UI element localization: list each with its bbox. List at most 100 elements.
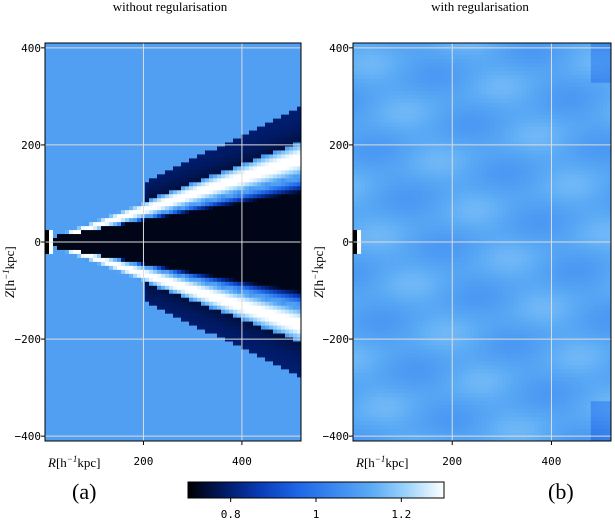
heatmap-cell	[121, 345, 126, 350]
heatmap-cell	[217, 281, 222, 287]
heatmap-cell	[137, 178, 142, 183]
heatmap-cell	[69, 405, 74, 410]
heatmap-cell	[193, 78, 198, 84]
heatmap-cell	[181, 174, 186, 179]
heatmap-cell	[189, 102, 194, 108]
heatmap-cell	[45, 285, 50, 291]
heatmap-cell	[241, 202, 246, 207]
heatmap-cell	[45, 269, 50, 275]
heatmap-cell	[57, 62, 62, 68]
heatmap-cell	[45, 170, 50, 175]
heatmap-cell	[221, 214, 226, 219]
heatmap-cell	[205, 58, 210, 64]
heatmap-cell	[173, 74, 178, 80]
heatmap-cell	[53, 238, 58, 243]
heatmap-cell	[133, 43, 138, 48]
heatmap-cell	[97, 230, 102, 235]
heatmap-cell	[145, 46, 150, 52]
heatmap-cell	[69, 154, 74, 159]
heatmap-cell	[81, 305, 86, 311]
heatmap-cell	[73, 289, 78, 295]
heatmap-cell	[113, 214, 118, 219]
heatmap-cell	[233, 62, 238, 68]
heatmap-cell	[105, 150, 110, 155]
heatmap-cell	[121, 381, 126, 386]
heatmap-cell	[65, 261, 70, 267]
heatmap-cell	[65, 74, 70, 80]
heatmap-cell	[157, 66, 162, 72]
heatmap-cell	[237, 138, 242, 143]
heatmap-cell	[57, 433, 62, 438]
heatmap-cell	[157, 138, 162, 143]
heatmap-cell	[109, 238, 114, 243]
heatmap-cell	[217, 417, 222, 422]
heatmap-cell	[193, 230, 198, 235]
heatmap-cell	[181, 313, 186, 319]
heatmap-cell	[197, 174, 202, 179]
heatmap-cell	[105, 54, 110, 60]
heatmap-cell	[45, 385, 50, 390]
heatmap-cell	[65, 405, 70, 410]
heatmap-cell	[53, 325, 58, 331]
heatmap-cell	[201, 78, 206, 84]
heatmap-cell	[93, 437, 98, 442]
heatmap-cell	[69, 114, 74, 120]
heatmap-cell	[149, 269, 154, 275]
heatmap-cell	[149, 70, 154, 76]
heatmap-cell	[45, 58, 50, 64]
heatmap-cell	[225, 170, 230, 175]
heatmap-cell	[73, 190, 78, 195]
heatmap-cell	[81, 43, 86, 48]
heatmap-cell	[161, 337, 166, 342]
heatmap-cell	[77, 265, 82, 271]
heatmap-cell	[81, 337, 86, 342]
heatmap-cell	[93, 194, 98, 199]
heatmap-cell	[125, 261, 130, 267]
heatmap-cell	[69, 58, 74, 64]
heatmap-cell	[101, 158, 106, 163]
heatmap-cell	[225, 409, 230, 414]
heatmap-cell	[165, 90, 170, 96]
heatmap-cell	[241, 86, 246, 92]
heatmap-cell	[153, 206, 158, 211]
heatmap-cell	[237, 234, 242, 239]
heatmap-cell	[93, 273, 98, 279]
heatmap-cell	[221, 341, 226, 346]
heatmap-cell	[97, 178, 102, 183]
heatmap-cell	[49, 146, 54, 151]
heatmap-cell	[69, 194, 74, 199]
heatmap-cell	[189, 345, 194, 350]
heatmap-cell	[185, 437, 190, 442]
heatmap-cell	[93, 130, 98, 136]
heatmap-cell	[137, 321, 142, 327]
heatmap-cell	[153, 261, 158, 267]
heatmap-cell	[209, 162, 214, 167]
heatmap-cell	[225, 230, 230, 235]
heatmap-cell	[221, 194, 226, 199]
heatmap-cell	[85, 154, 90, 159]
heatmap-cell	[97, 126, 102, 132]
heatmap-cell	[117, 353, 122, 358]
heatmap-cell	[233, 230, 238, 235]
heatmap-cell	[77, 393, 82, 398]
heatmap-cell	[125, 313, 130, 319]
heatmap-cell	[65, 50, 70, 56]
heatmap-cell	[177, 174, 182, 179]
heatmap-cell	[65, 182, 70, 187]
heatmap-cell	[157, 245, 162, 251]
heatmap-cell	[69, 385, 74, 390]
heatmap-cell	[169, 242, 174, 247]
heatmap-cell	[229, 309, 234, 315]
heatmap-cell	[109, 234, 114, 239]
heatmap-cell	[65, 285, 70, 291]
heatmap-cell	[197, 365, 202, 370]
heatmap-cell	[169, 277, 174, 283]
heatmap-cell	[241, 222, 246, 227]
heatmap-cell	[201, 82, 206, 88]
heatmap-cell	[129, 293, 134, 299]
heatmap-cell	[153, 178, 158, 183]
heatmap-cell	[205, 417, 210, 422]
heatmap-cell	[157, 194, 162, 199]
heatmap-cell	[129, 50, 134, 56]
heatmap-cell	[97, 409, 102, 414]
